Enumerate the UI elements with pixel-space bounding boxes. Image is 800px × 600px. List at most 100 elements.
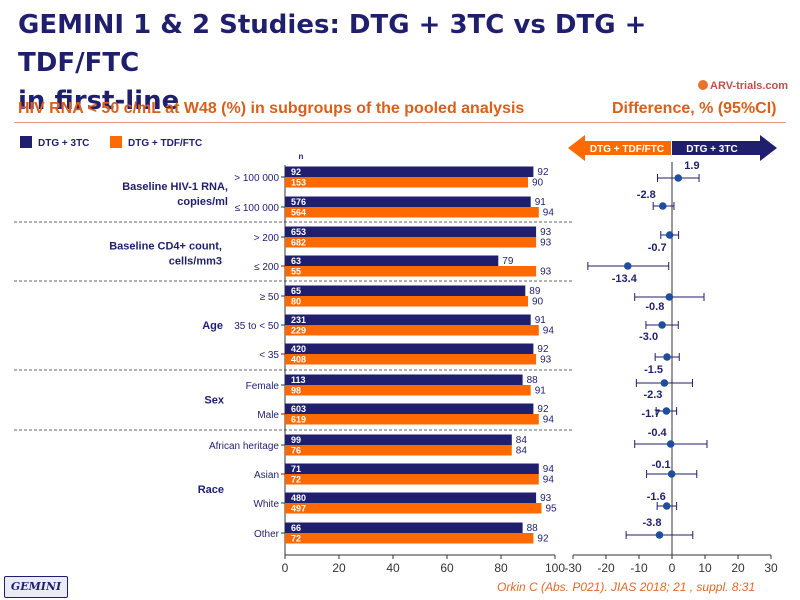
bar-n-tdf: 229 <box>291 326 306 336</box>
bar-tdf <box>285 503 542 514</box>
forest-point <box>662 502 671 510</box>
row-category-label: ≤ 100 000 <box>235 203 280 214</box>
arrow-label-tdf: DTG + TDF/FTC <box>590 144 664 155</box>
row-category-label: ≥ 50 <box>260 292 280 303</box>
group-label-line1: Baseline CD4+ count, <box>109 241 222 253</box>
logo-text: ARV-trials.com <box>710 80 789 92</box>
logo-icon <box>698 80 708 90</box>
row-category-label: African heritage <box>209 441 279 452</box>
bar-dtg3tc <box>285 522 523 533</box>
bar-n-tdf: 98 <box>291 386 301 396</box>
forest-point <box>663 353 671 361</box>
row-category-label: White <box>253 499 279 510</box>
forest-point-label: -2.3 <box>643 389 662 401</box>
bar-value-dtg3tc: 89 <box>529 286 541 297</box>
forest-point <box>665 231 674 239</box>
bar-x-tick-label: 80 <box>494 561 508 575</box>
forest-point <box>662 407 671 415</box>
arrow-label-dtg3tc: DTG + 3TC <box>686 144 737 155</box>
row-category-label: Female <box>246 381 280 392</box>
bar-n-dtg3tc: 71 <box>291 464 301 474</box>
bar-dtg3tc <box>285 166 534 177</box>
bar-dtg3tc <box>285 463 539 474</box>
forest-point <box>665 293 674 301</box>
citation: Orkin C (Abs. P021). JIAS 2018; 21 , sup… <box>497 580 756 594</box>
bar-value-tdf: 92 <box>537 534 549 545</box>
bar-value-dtg3tc: 92 <box>537 404 549 415</box>
bar-value-tdf: 93 <box>540 355 552 366</box>
bar-x-tick-label: 100 <box>545 561 565 575</box>
forest-point <box>674 174 683 182</box>
bar-dtg3tc <box>285 285 526 296</box>
title-line-2: in first-line <box>18 86 180 116</box>
bar-n-tdf: 72 <box>291 475 301 485</box>
forest-x-tick-label: -30 <box>564 561 582 575</box>
bar-value-dtg3tc: 91 <box>535 197 547 208</box>
forest-point-label: -0.1 <box>652 459 671 471</box>
bar-n-tdf: 80 <box>291 297 301 307</box>
logo: ARV-trials.com <box>698 80 788 92</box>
bar-value-tdf: 93 <box>540 238 552 249</box>
bar-tdf <box>285 474 539 485</box>
forest-x-tick-label: 30 <box>764 561 778 575</box>
forest-x-tick-label: -10 <box>630 561 648 575</box>
bar-n-dtg3tc: 65 <box>291 286 301 296</box>
bar-value-tdf: 84 <box>516 446 528 457</box>
bar-tdf <box>285 296 528 307</box>
bar-dtg3tc <box>285 403 534 414</box>
bar-dtg3tc <box>285 343 534 354</box>
bar-x-tick-label: 40 <box>386 561 400 575</box>
forest-point-label: -0.4 <box>648 427 668 439</box>
bar-value-dtg3tc: 92 <box>537 344 549 355</box>
forest-x-tick-label: 0 <box>669 561 676 575</box>
bar-n-dtg3tc: 603 <box>291 404 306 414</box>
forest-point-label: 1.9 <box>684 160 699 172</box>
bar-dtg3tc <box>285 196 531 207</box>
bar-value-tdf: 94 <box>543 475 555 486</box>
bar-tdf <box>285 445 512 456</box>
bar-n-dtg3tc: 231 <box>291 315 306 325</box>
forest-point <box>660 379 669 387</box>
forest-point <box>667 470 676 478</box>
legend-swatch-tdf <box>110 136 122 148</box>
row-category-label: 35 to < 50 <box>234 321 279 332</box>
bar-n-dtg3tc: 99 <box>291 435 301 445</box>
row-category-label: Other <box>254 529 280 540</box>
forest-point <box>655 531 664 539</box>
bar-n-tdf: 55 <box>291 267 301 277</box>
legend-item-dtg3tc: DTG + 3TC <box>20 136 89 149</box>
forest-point <box>666 440 675 448</box>
bar-dtg3tc <box>285 314 531 325</box>
bar-n-tdf: 564 <box>291 208 306 218</box>
bar-value-tdf: 94 <box>543 415 555 426</box>
group-label-line1: Baseline HIV-1 RNA, <box>122 181 228 193</box>
forest-point-label: -0.8 <box>645 301 664 313</box>
row-category-label: Male <box>257 410 279 421</box>
bar-x-tick-label: 0 <box>282 561 289 575</box>
forest-point-label: -13.4 <box>612 273 638 285</box>
bar-n-dtg3tc: 63 <box>291 256 301 266</box>
bar-n-dtg3tc: 653 <box>291 227 306 237</box>
bar-x-tick-label: 60 <box>440 561 454 575</box>
bar-value-dtg3tc: 92 <box>537 167 549 178</box>
bar-tdf <box>285 325 539 336</box>
bar-dtg3tc <box>285 226 537 237</box>
bar-value-dtg3tc: 94 <box>543 464 555 475</box>
chart-subtitle: HIV RNA < 50 c/mL at W48 (%) in subgroup… <box>18 100 525 117</box>
bar-value-dtg3tc: 88 <box>527 523 539 534</box>
bar-value-dtg3tc: 93 <box>540 227 552 238</box>
row-category-label: < 35 <box>259 350 279 361</box>
title-line-1: GEMINI 1 & 2 Studies: DTG + 3TC vs DTG +… <box>18 10 647 78</box>
bar-value-dtg3tc: 79 <box>502 256 514 267</box>
forest-point <box>623 262 632 270</box>
bar-n-dtg3tc: 113 <box>291 375 306 385</box>
forest-point-label: -1.7 <box>641 408 660 420</box>
forest-x-tick-label: 20 <box>731 561 745 575</box>
row-category-label: Asian <box>254 470 279 481</box>
arrow-favours-tdf <box>568 135 671 161</box>
bar-value-tdf: 90 <box>532 297 544 308</box>
bar-value-dtg3tc: 84 <box>516 435 528 446</box>
forest-point-label: -3.8 <box>642 517 661 529</box>
bar-value-dtg3tc: 88 <box>527 375 539 386</box>
